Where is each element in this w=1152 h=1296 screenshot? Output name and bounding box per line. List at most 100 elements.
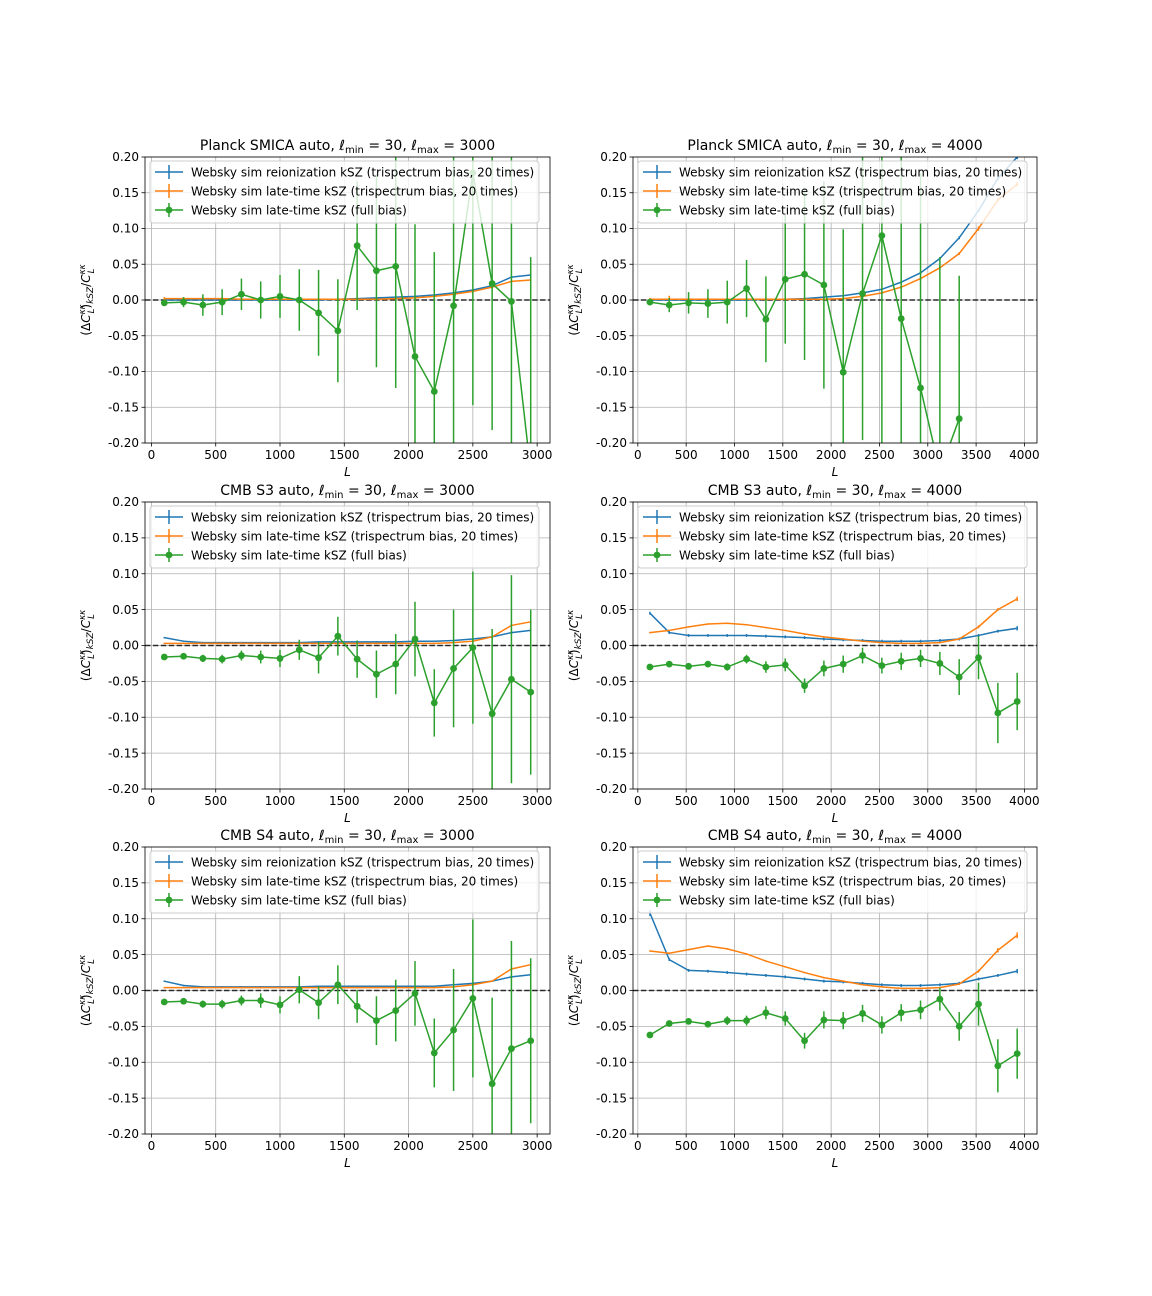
y-tick-label: 0.00 — [112, 293, 139, 307]
y-tick-label: -0.10 — [596, 365, 627, 379]
data-point — [373, 670, 380, 678]
legend-label: Websky sim late-time kSZ (full bias) — [191, 204, 407, 218]
y-tick-label: 0.05 — [600, 257, 627, 271]
data-point — [238, 997, 245, 1004]
y-tick-label: -0.05 — [596, 329, 627, 343]
x-axis-label: L — [344, 1156, 351, 1170]
data-point — [781, 1015, 789, 1022]
data-point — [218, 298, 226, 306]
data-point — [180, 652, 187, 660]
data-point — [762, 315, 770, 323]
y-tick-label: -0.20 — [596, 1127, 627, 1141]
data-point — [450, 1026, 457, 1034]
data-point — [839, 660, 847, 668]
legend-box — [637, 160, 1028, 224]
data-point — [508, 298, 515, 305]
data-point — [994, 1062, 1002, 1070]
y-tick-label: 0.15 — [600, 876, 627, 890]
x-tick-label: 500 — [675, 794, 698, 808]
plot-area — [160, 919, 535, 1134]
y-axis-label: (ΔCκκL)kSZ/CκκL — [566, 610, 585, 681]
series-full — [646, 157, 963, 443]
legend: Websky sim reionization kSZ (trispectrum… — [637, 160, 1028, 224]
data-point — [936, 660, 944, 667]
x-tick-label: 1000 — [719, 448, 750, 462]
data-point — [704, 1020, 712, 1028]
data-point — [238, 652, 245, 659]
y-tick-label: -0.05 — [596, 1020, 627, 1034]
legend-label: Websky sim late-time kSZ (full bias) — [679, 549, 895, 563]
data-point — [955, 673, 963, 681]
y-tick-label: -0.05 — [108, 329, 139, 343]
data-point — [276, 1001, 284, 1009]
series-late — [649, 932, 1018, 990]
x-tick-label: 500 — [204, 448, 227, 462]
series-line — [649, 598, 1018, 645]
legend: Websky sim reionization kSZ (trispectrum… — [149, 505, 540, 569]
chart-title: CMB S3 auto, ℓmin = 30, ℓmax = 4000 — [708, 483, 962, 501]
series-reion — [163, 973, 532, 988]
data-point — [859, 290, 866, 297]
y-tick-label: -0.15 — [108, 746, 139, 760]
data-point — [353, 655, 361, 663]
data-point — [762, 1009, 770, 1017]
x-tick-label: 2500 — [458, 794, 489, 808]
data-point — [527, 468, 534, 475]
x-tick-label: 0 — [634, 448, 642, 462]
x-tick-label: 1000 — [265, 448, 296, 462]
y-tick-label: 0.00 — [112, 984, 139, 998]
y-tick-label: -0.15 — [596, 400, 627, 414]
legend-swatch-marker — [165, 551, 173, 559]
data-point — [723, 1017, 731, 1025]
y-tick-label: -0.20 — [108, 1127, 139, 1141]
chart-title: Planck SMICA auto, ℓmin = 30, ℓmax = 400… — [687, 138, 982, 156]
data-point — [295, 986, 303, 994]
data-point — [160, 299, 168, 307]
x-tick-label: 0 — [634, 794, 642, 808]
y-tick-label: 0.15 — [112, 186, 139, 200]
data-point — [781, 275, 789, 283]
data-point — [295, 646, 303, 654]
series-line — [164, 621, 531, 645]
data-point — [917, 1006, 924, 1014]
legend-label: Websky sim reionization kSZ (trispectrum… — [679, 511, 1022, 525]
x-tick-label: 3500 — [961, 794, 992, 808]
y-tick-label: 0.10 — [600, 222, 627, 236]
series-line — [649, 934, 1018, 990]
x-axis-label: L — [344, 465, 351, 479]
y-tick-label: -0.05 — [108, 1020, 139, 1034]
data-point — [180, 298, 187, 306]
data-point — [955, 1022, 963, 1030]
x-tick-label: 2500 — [458, 448, 489, 462]
data-point — [238, 290, 245, 298]
y-tick-label: 0.10 — [600, 567, 627, 581]
legend-swatch-marker — [165, 896, 173, 904]
plot-area — [646, 157, 1018, 443]
legend: Websky sim reionization kSZ (trispectrum… — [149, 160, 540, 224]
y-tick-label: 0.10 — [600, 912, 627, 926]
data-point — [392, 660, 400, 668]
legend-label: Websky sim late-time kSZ (trispectrum bi… — [191, 185, 518, 199]
x-tick-label: 2000 — [393, 794, 424, 808]
series-reion — [649, 910, 1018, 987]
data-point — [276, 655, 284, 662]
y-tick-label: 0.15 — [600, 531, 627, 545]
legend-label: Websky sim reionization kSZ (trispectrum… — [191, 856, 534, 870]
y-tick-label: 0.05 — [112, 603, 139, 617]
data-point — [994, 709, 1002, 717]
x-tick-label: 0 — [148, 448, 156, 462]
x-tick-label: 0 — [634, 1139, 642, 1153]
data-point — [527, 1037, 535, 1045]
data-point — [315, 309, 322, 317]
x-tick-label: 3000 — [522, 448, 553, 462]
data-point — [411, 353, 419, 360]
legend-label: Websky sim late-time kSZ (trispectrum bi… — [679, 185, 1006, 199]
x-tick-label: 2000 — [816, 448, 847, 462]
x-tick-label: 1500 — [329, 1139, 360, 1153]
data-point — [527, 688, 535, 696]
data-point — [411, 635, 419, 643]
y-tick-label: -0.20 — [596, 782, 627, 796]
data-point — [704, 660, 712, 668]
y-axis-label: (ΔCκκL)kSZ/CκκL — [78, 264, 97, 335]
data-point — [781, 661, 789, 669]
